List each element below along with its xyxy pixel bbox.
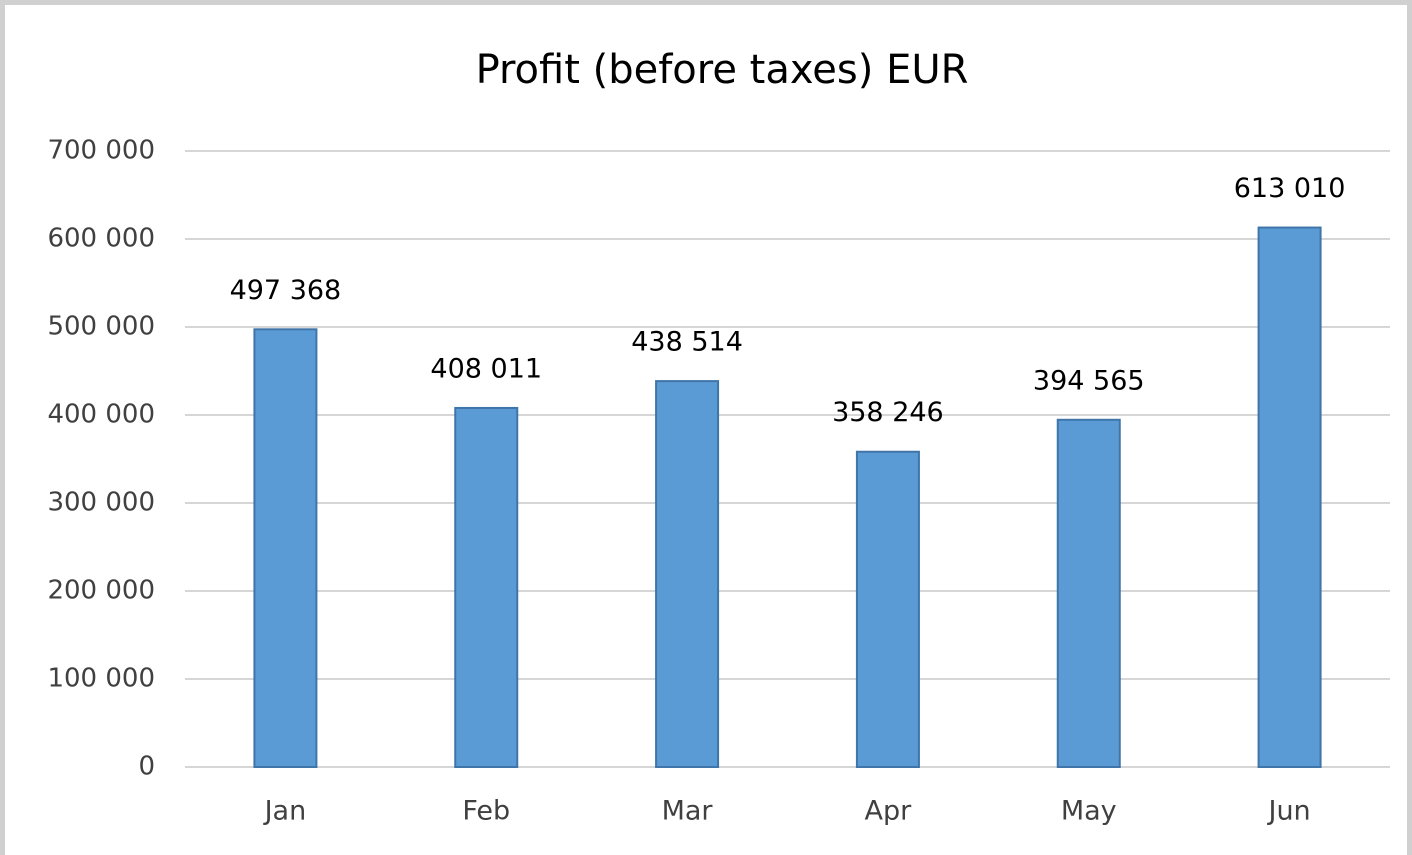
bar xyxy=(655,380,720,768)
y-tick-label: 100 000 xyxy=(47,664,155,694)
data-label: 438 514 xyxy=(631,327,743,358)
bar xyxy=(454,406,519,768)
x-tick-label: Feb xyxy=(462,796,510,827)
y-tick-label: 700 000 xyxy=(47,136,155,166)
x-tick-label: Apr xyxy=(865,796,913,827)
y-tick-label: 300 000 xyxy=(47,488,155,518)
bar xyxy=(1056,418,1121,768)
data-label: 497 368 xyxy=(230,275,342,306)
x-tick-label: Mar xyxy=(662,796,714,827)
data-label: 358 246 xyxy=(832,397,944,428)
bar xyxy=(253,328,318,768)
x-tick-label: May xyxy=(1061,796,1117,827)
bar xyxy=(1257,226,1322,768)
y-tick-label: 500 000 xyxy=(47,312,155,342)
data-label: 613 010 xyxy=(1234,173,1346,204)
data-label: 408 011 xyxy=(430,353,542,384)
y-tick-label: 0 xyxy=(138,752,155,782)
chart-title: Profit (before taxes) EUR xyxy=(476,47,969,93)
y-tick-label: 200 000 xyxy=(47,576,155,606)
data-label: 394 565 xyxy=(1033,365,1145,396)
x-tick-label: Jan xyxy=(263,796,307,827)
y-tick-label: 600 000 xyxy=(47,224,155,254)
y-tick-label: 400 000 xyxy=(47,400,155,430)
x-tick-label: Jun xyxy=(1266,796,1310,827)
bar xyxy=(855,450,920,768)
